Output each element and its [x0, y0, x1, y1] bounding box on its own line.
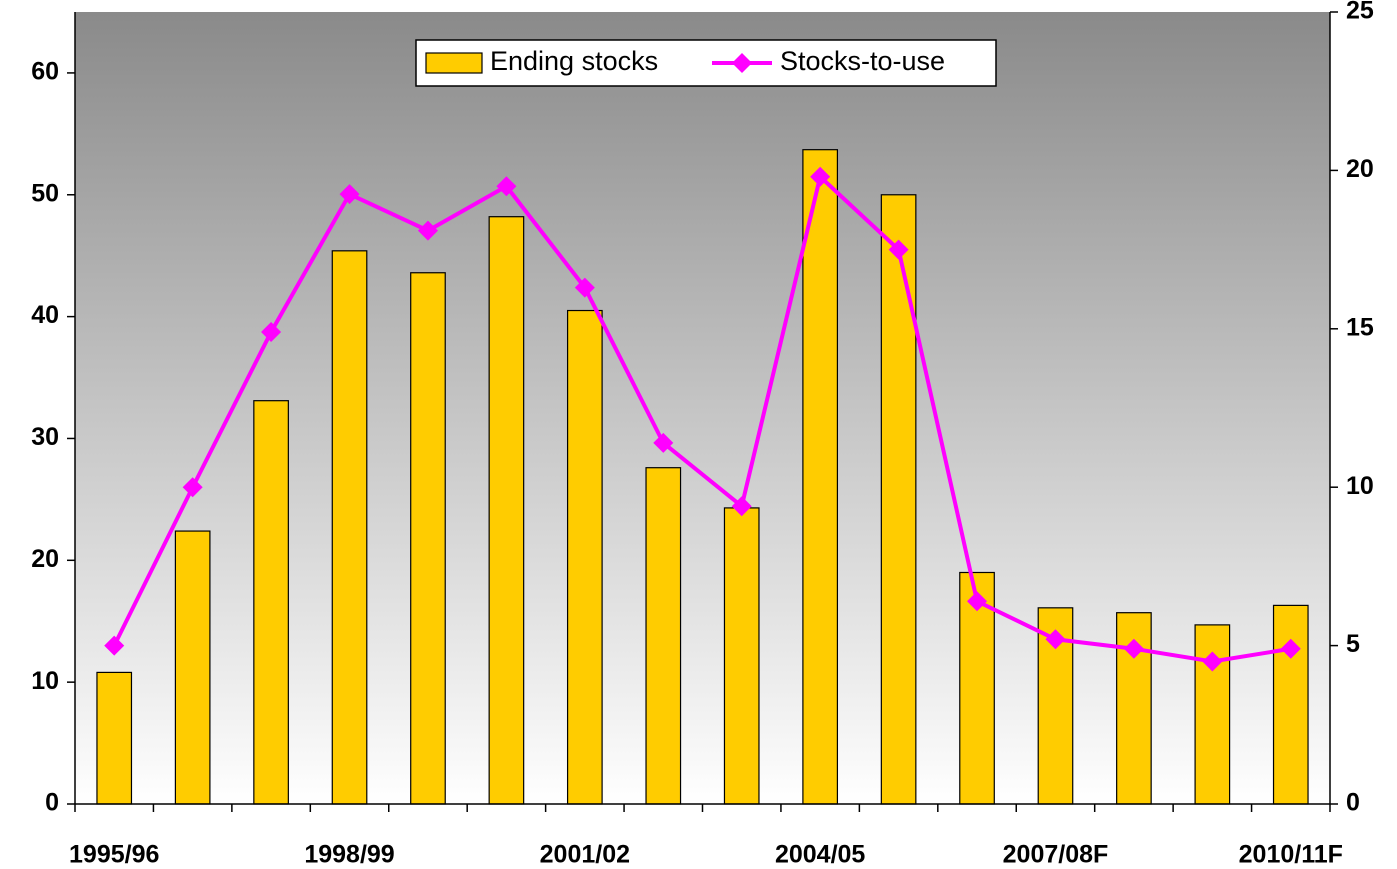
legend-marker [732, 53, 752, 73]
marker [104, 635, 125, 656]
y-tick-label: 0 [45, 789, 59, 817]
y2-tick-label: 15 [1346, 313, 1374, 341]
marker [731, 496, 752, 517]
x-tick-label: 1995/96 [69, 841, 159, 869]
legend-label: Stocks-to-use [780, 46, 945, 76]
y-tick-label: 10 [31, 667, 59, 695]
y2-tick-label: 0 [1346, 789, 1360, 817]
y-tick-label: 20 [31, 545, 59, 573]
bar [566, 309, 603, 805]
bar [488, 216, 525, 805]
x-tick-label: 2004/05 [775, 841, 865, 869]
y2-tick-label: 25 [1346, 0, 1374, 25]
line [112, 172, 1292, 664]
bar [645, 467, 682, 805]
bar [174, 530, 211, 805]
y-tick-label: 50 [31, 179, 59, 207]
bar [96, 671, 133, 805]
legend-label: Ending stocks [490, 46, 658, 76]
bar [410, 272, 446, 805]
marker [496, 176, 517, 197]
marker [417, 220, 438, 241]
marker [182, 477, 203, 498]
marker [653, 432, 674, 453]
bar [1272, 604, 1309, 805]
y2-tick-label: 20 [1346, 155, 1374, 183]
marker [339, 184, 360, 205]
marker [261, 321, 282, 342]
x-tick-label: 2010/11F [1239, 841, 1343, 869]
bar [880, 194, 917, 805]
marker [1123, 638, 1144, 659]
marker [888, 239, 909, 260]
y2-tick-label: 10 [1346, 472, 1374, 500]
marker [574, 277, 595, 298]
y-tick-label: 30 [31, 423, 59, 451]
bar [723, 507, 760, 805]
x-tick-label: 1998/99 [304, 841, 394, 869]
bar [802, 149, 839, 805]
y-tick-label: 40 [31, 301, 59, 329]
bar [253, 400, 289, 805]
y-tick-label: 60 [31, 58, 59, 86]
x-tick-label: 2001/02 [540, 841, 630, 869]
bar [331, 250, 368, 805]
marker [1045, 629, 1066, 650]
x-tick-label: 2007/08F [1003, 841, 1109, 869]
marker [810, 166, 831, 187]
marker [967, 591, 988, 612]
marker [1280, 638, 1301, 659]
y2-tick-label: 5 [1346, 630, 1360, 658]
marker [1202, 651, 1223, 672]
legend-swatch [425, 52, 483, 74]
legend [415, 39, 997, 87]
